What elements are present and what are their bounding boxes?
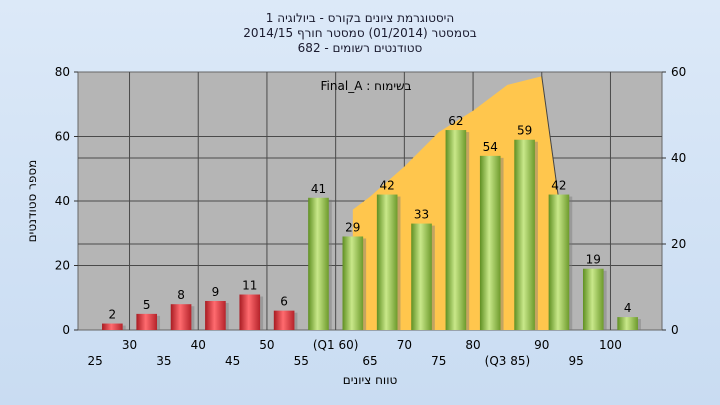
data-labels: 2 5 8 9 11 6 41 29 42 33 62 54 59 42 19 4	[109, 114, 632, 321]
x-tick-label-lower: 75	[431, 354, 446, 368]
bar-value-label: 4	[624, 301, 632, 315]
x-tick-label-lower: 25	[88, 354, 103, 368]
title-line-1: היסטוגרמת ציונים בקורס - ביולוגיה 1	[266, 11, 454, 25]
bar-value-label: 54	[483, 140, 498, 154]
bar-value-label: 9	[212, 285, 220, 299]
bar	[445, 130, 467, 330]
bar	[582, 268, 604, 330]
bar	[308, 197, 329, 330]
y2-tick-label: 20	[671, 237, 686, 251]
bar	[617, 317, 638, 330]
x-tick-label-upper: 100	[599, 338, 622, 352]
bar	[479, 155, 501, 330]
bar	[376, 194, 398, 330]
bar	[411, 223, 432, 330]
title-line-2: בסמסטר (01/2014) סמסטר חורף 2014/15	[243, 26, 476, 40]
chart-title: היסטוגרמת ציונים בקורס - ביולוגיה 1 בסמס…	[243, 11, 476, 55]
x-tick-label-upper: 50	[259, 338, 274, 352]
bar-value-label: 59	[517, 124, 532, 138]
y2-axis-ticks: 0 20 40 60	[662, 65, 686, 337]
title-line-3: סטודנטים רשומים - 682	[298, 41, 423, 55]
x-tick-label-lower: 35	[156, 354, 171, 368]
y-tick-label: 40	[55, 194, 70, 208]
bar-value-label: 11	[242, 279, 257, 293]
bar	[273, 310, 295, 330]
bar-value-label: 41	[311, 182, 326, 196]
y-tick-label: 0	[62, 323, 70, 337]
bar-value-label: 29	[345, 220, 360, 234]
distribution-area-edge	[541, 76, 560, 202]
y-tick-label: 20	[55, 259, 70, 273]
x-tick-label-upper: 80	[465, 338, 480, 352]
bar	[170, 304, 192, 330]
x-tick-label-lower: 45	[225, 354, 240, 368]
bar-value-label: 5	[143, 298, 151, 312]
bar	[342, 236, 364, 330]
x-tick-label-lower: 95	[568, 354, 583, 368]
bar-value-label: 42	[380, 179, 395, 193]
bar	[239, 294, 261, 330]
x-tick-label-upper: 70	[397, 338, 412, 352]
y-tick-label: 60	[55, 130, 70, 144]
bar-value-label: 33	[414, 208, 429, 222]
bar	[136, 313, 158, 330]
bar-value-label: 6	[280, 295, 288, 309]
y-axis-ticks: 0 20 40 60 80	[55, 65, 78, 337]
bar-value-label: 62	[448, 114, 463, 128]
bar	[548, 194, 570, 330]
annotation: בשימוח : Final_A	[321, 79, 412, 93]
bar	[102, 323, 123, 330]
y2-tick-label: 0	[671, 323, 679, 337]
x-tick-label-lower: (Q3 85)	[485, 354, 531, 368]
x-tick-label-upper: 90	[534, 338, 549, 352]
x-tick-label-lower: 65	[362, 354, 377, 368]
x-tick-label-upper: (Q1 60)	[313, 338, 359, 352]
x-axis-label: טווח ציונים	[343, 373, 398, 387]
bar-value-label: 42	[551, 179, 566, 193]
x-axis-ticks: 30 40 50 (Q1 60) 70 80 90 100 25 35 45 55 65 75 (Q3 85…	[88, 338, 622, 368]
x-tick-label-upper: 30	[122, 338, 137, 352]
x-tick-label-upper: 40	[191, 338, 206, 352]
bar-value-label: 8	[177, 288, 185, 302]
bar	[205, 300, 226, 330]
bar	[514, 139, 535, 330]
bar-value-label: 19	[586, 253, 601, 267]
bars	[102, 130, 641, 330]
y2-tick-label: 40	[671, 151, 686, 165]
bar-value-label: 2	[109, 308, 117, 322]
y-tick-label: 80	[55, 65, 70, 79]
x-tick-label-lower: 55	[294, 354, 309, 368]
y2-tick-label: 60	[671, 65, 686, 79]
y-axis-label: מספר סטודנטים	[25, 160, 39, 243]
